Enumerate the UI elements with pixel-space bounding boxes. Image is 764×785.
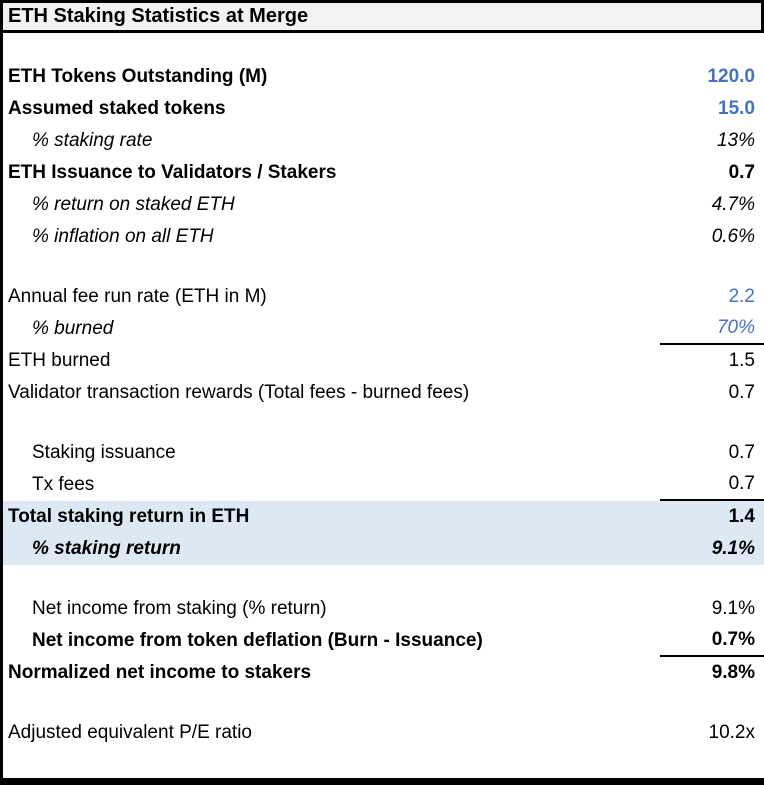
row-label-cell[interactable]: ETH burned: [8, 350, 111, 371]
row-value-cell[interactable]: 1.4: [728, 506, 755, 527]
row-label-cell[interactable]: % return on staked ETH: [32, 194, 235, 215]
row-value-cell[interactable]: 9.8%: [711, 662, 755, 683]
row-label-cell[interactable]: Total staking return in ETH: [8, 506, 250, 527]
table-row: % staking return 9.1%: [3, 533, 764, 565]
row-value-cell[interactable]: 15.0: [718, 98, 755, 119]
row-value-cell[interactable]: 0.7: [728, 382, 755, 403]
table-row: Staking issuance 0.7: [3, 437, 764, 469]
table-row: Assumed staked tokens 15.0: [3, 93, 764, 125]
row-label-cell[interactable]: % burned: [32, 318, 114, 339]
row-label-cell[interactable]: Tx fees: [32, 474, 95, 495]
row-label-cell[interactable]: Staking issuance: [32, 442, 176, 463]
table-row: Net income from token deflation (Burn - …: [3, 625, 764, 657]
row-value-cell[interactable]: 70%: [660, 313, 764, 345]
row-label-cell[interactable]: Assumed staked tokens: [8, 98, 226, 119]
row-label-cell[interactable]: % staking rate: [32, 130, 153, 151]
row-value-cell[interactable]: 120.0: [707, 66, 755, 87]
row-value-cell[interactable]: 13%: [716, 130, 755, 151]
row-value-cell[interactable]: 0.7: [728, 162, 755, 183]
table-row: Normalized net income to stakers 9.8%: [3, 657, 764, 689]
row-value-cell[interactable]: 9.1%: [711, 538, 755, 559]
table-row: Adjusted equivalent P/E ratio 10.2x: [3, 717, 764, 749]
title-cell[interactable]: ETH Staking Statistics at Merge: [3, 3, 764, 33]
row-label-cell[interactable]: Adjusted equivalent P/E ratio: [8, 722, 252, 743]
row-label-cell[interactable]: Annual fee run rate (ETH in M): [8, 286, 267, 307]
row-value-cell[interactable]: 10.2x: [708, 722, 755, 743]
table-row: Tx fees 0.7: [3, 469, 764, 501]
row-label-cell[interactable]: Normalized net income to stakers: [8, 662, 312, 683]
row-label-cell[interactable]: Validator transaction rewards (Total fee…: [8, 382, 470, 403]
row-value-cell[interactable]: 9.1%: [711, 598, 755, 619]
table-row: % staking rate 13%: [3, 125, 764, 157]
spacer-row: [3, 409, 764, 437]
spacer-row: [3, 689, 764, 717]
row-value-cell[interactable]: 4.7%: [711, 194, 755, 215]
row-value-cell[interactable]: 0.6%: [711, 226, 755, 247]
rows-container: ETH Tokens Outstanding (M) 120.0 Assumed s…: [3, 33, 764, 749]
table-row: ETH Tokens Outstanding (M) 120.0: [3, 61, 764, 93]
row-label-cell[interactable]: % inflation on all ETH: [32, 226, 214, 247]
table-row: Net income from staking (% return) 9.1%: [3, 593, 764, 625]
spacer-row: [3, 565, 764, 593]
row-label-cell[interactable]: ETH Tokens Outstanding (M): [8, 66, 268, 87]
row-value-cell[interactable]: 0.7: [660, 469, 764, 501]
table-row: ETH Issuance to Validators / Stakers 0.7: [3, 157, 764, 189]
spacer-row: [3, 33, 764, 61]
row-value-cell[interactable]: 0.7%: [660, 625, 764, 657]
table-row: Total staking return in ETH 1.4: [3, 501, 764, 533]
bottom-border: [3, 778, 764, 785]
row-label-cell[interactable]: Net income from staking (% return): [32, 598, 327, 619]
row-label-cell[interactable]: Net income from token deflation (Burn - …: [32, 630, 483, 651]
row-value-cell[interactable]: 1.5: [728, 350, 755, 371]
table-row: Validator transaction rewards (Total fee…: [3, 377, 764, 409]
table-row: ETH burned 1.5: [3, 345, 764, 377]
row-value-cell[interactable]: 2.2: [728, 286, 755, 307]
spacer-row: [3, 253, 764, 281]
row-label-cell[interactable]: ETH Issuance to Validators / Stakers: [8, 162, 337, 183]
row-label-cell[interactable]: % staking return: [32, 538, 181, 559]
table-row: Annual fee run rate (ETH in M) 2.2: [3, 281, 764, 313]
table-row: % inflation on all ETH 0.6%: [3, 221, 764, 253]
page-title: ETH Staking Statistics at Merge: [8, 5, 309, 27]
row-value-cell[interactable]: 0.7: [728, 442, 755, 463]
table-row: % return on staked ETH 4.7%: [3, 189, 764, 221]
table-row: % burned 70%: [3, 313, 764, 345]
